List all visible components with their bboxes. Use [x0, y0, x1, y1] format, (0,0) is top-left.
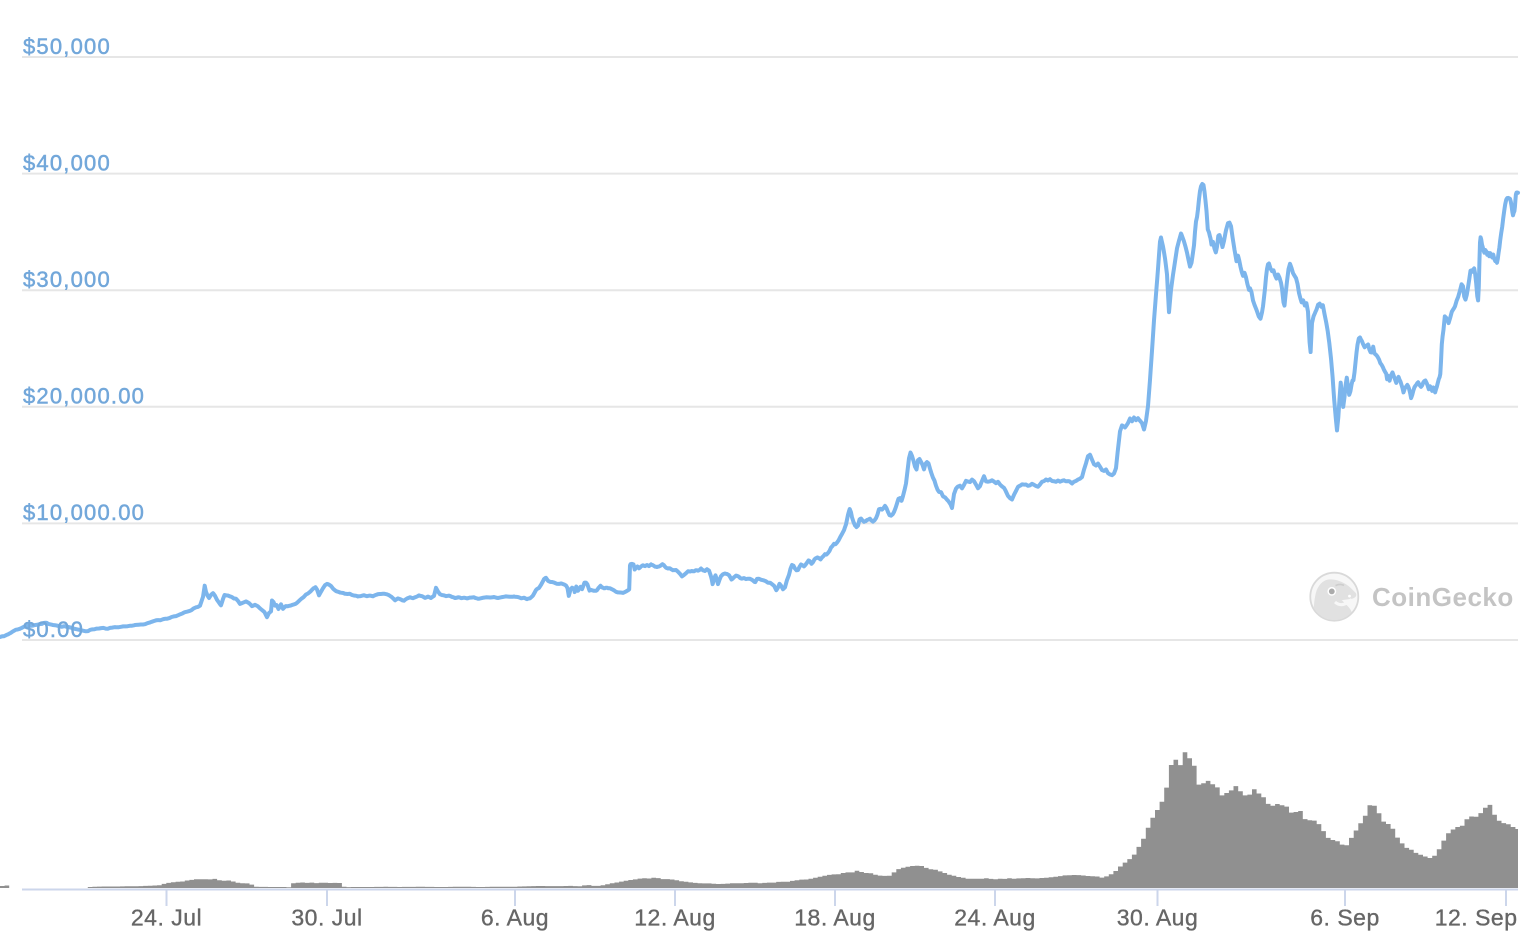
svg-text:$30,000: $30,000: [23, 267, 111, 292]
svg-text:24. Aug: 24. Aug: [954, 905, 1036, 931]
svg-text:30. Jul: 30. Jul: [291, 905, 362, 931]
svg-text:$0.00: $0.00: [23, 617, 84, 642]
svg-text:12. Aug: 12. Aug: [634, 905, 716, 931]
svg-text:$20,000.00: $20,000.00: [23, 384, 145, 409]
svg-text:24. Jul: 24. Jul: [131, 905, 202, 931]
svg-text:$10,000.00: $10,000.00: [23, 500, 145, 525]
svg-text:12. Sep: 12. Sep: [1435, 905, 1518, 931]
svg-text:$50,000: $50,000: [23, 34, 111, 59]
svg-text:6. Aug: 6. Aug: [481, 905, 549, 931]
svg-text:6. Sep: 6. Sep: [1310, 905, 1380, 931]
svg-text:CoinGecko: CoinGecko: [1372, 582, 1514, 612]
svg-text:$40,000: $40,000: [23, 150, 111, 175]
svg-text:18. Aug: 18. Aug: [794, 905, 876, 931]
svg-text:30. Aug: 30. Aug: [1117, 905, 1199, 931]
